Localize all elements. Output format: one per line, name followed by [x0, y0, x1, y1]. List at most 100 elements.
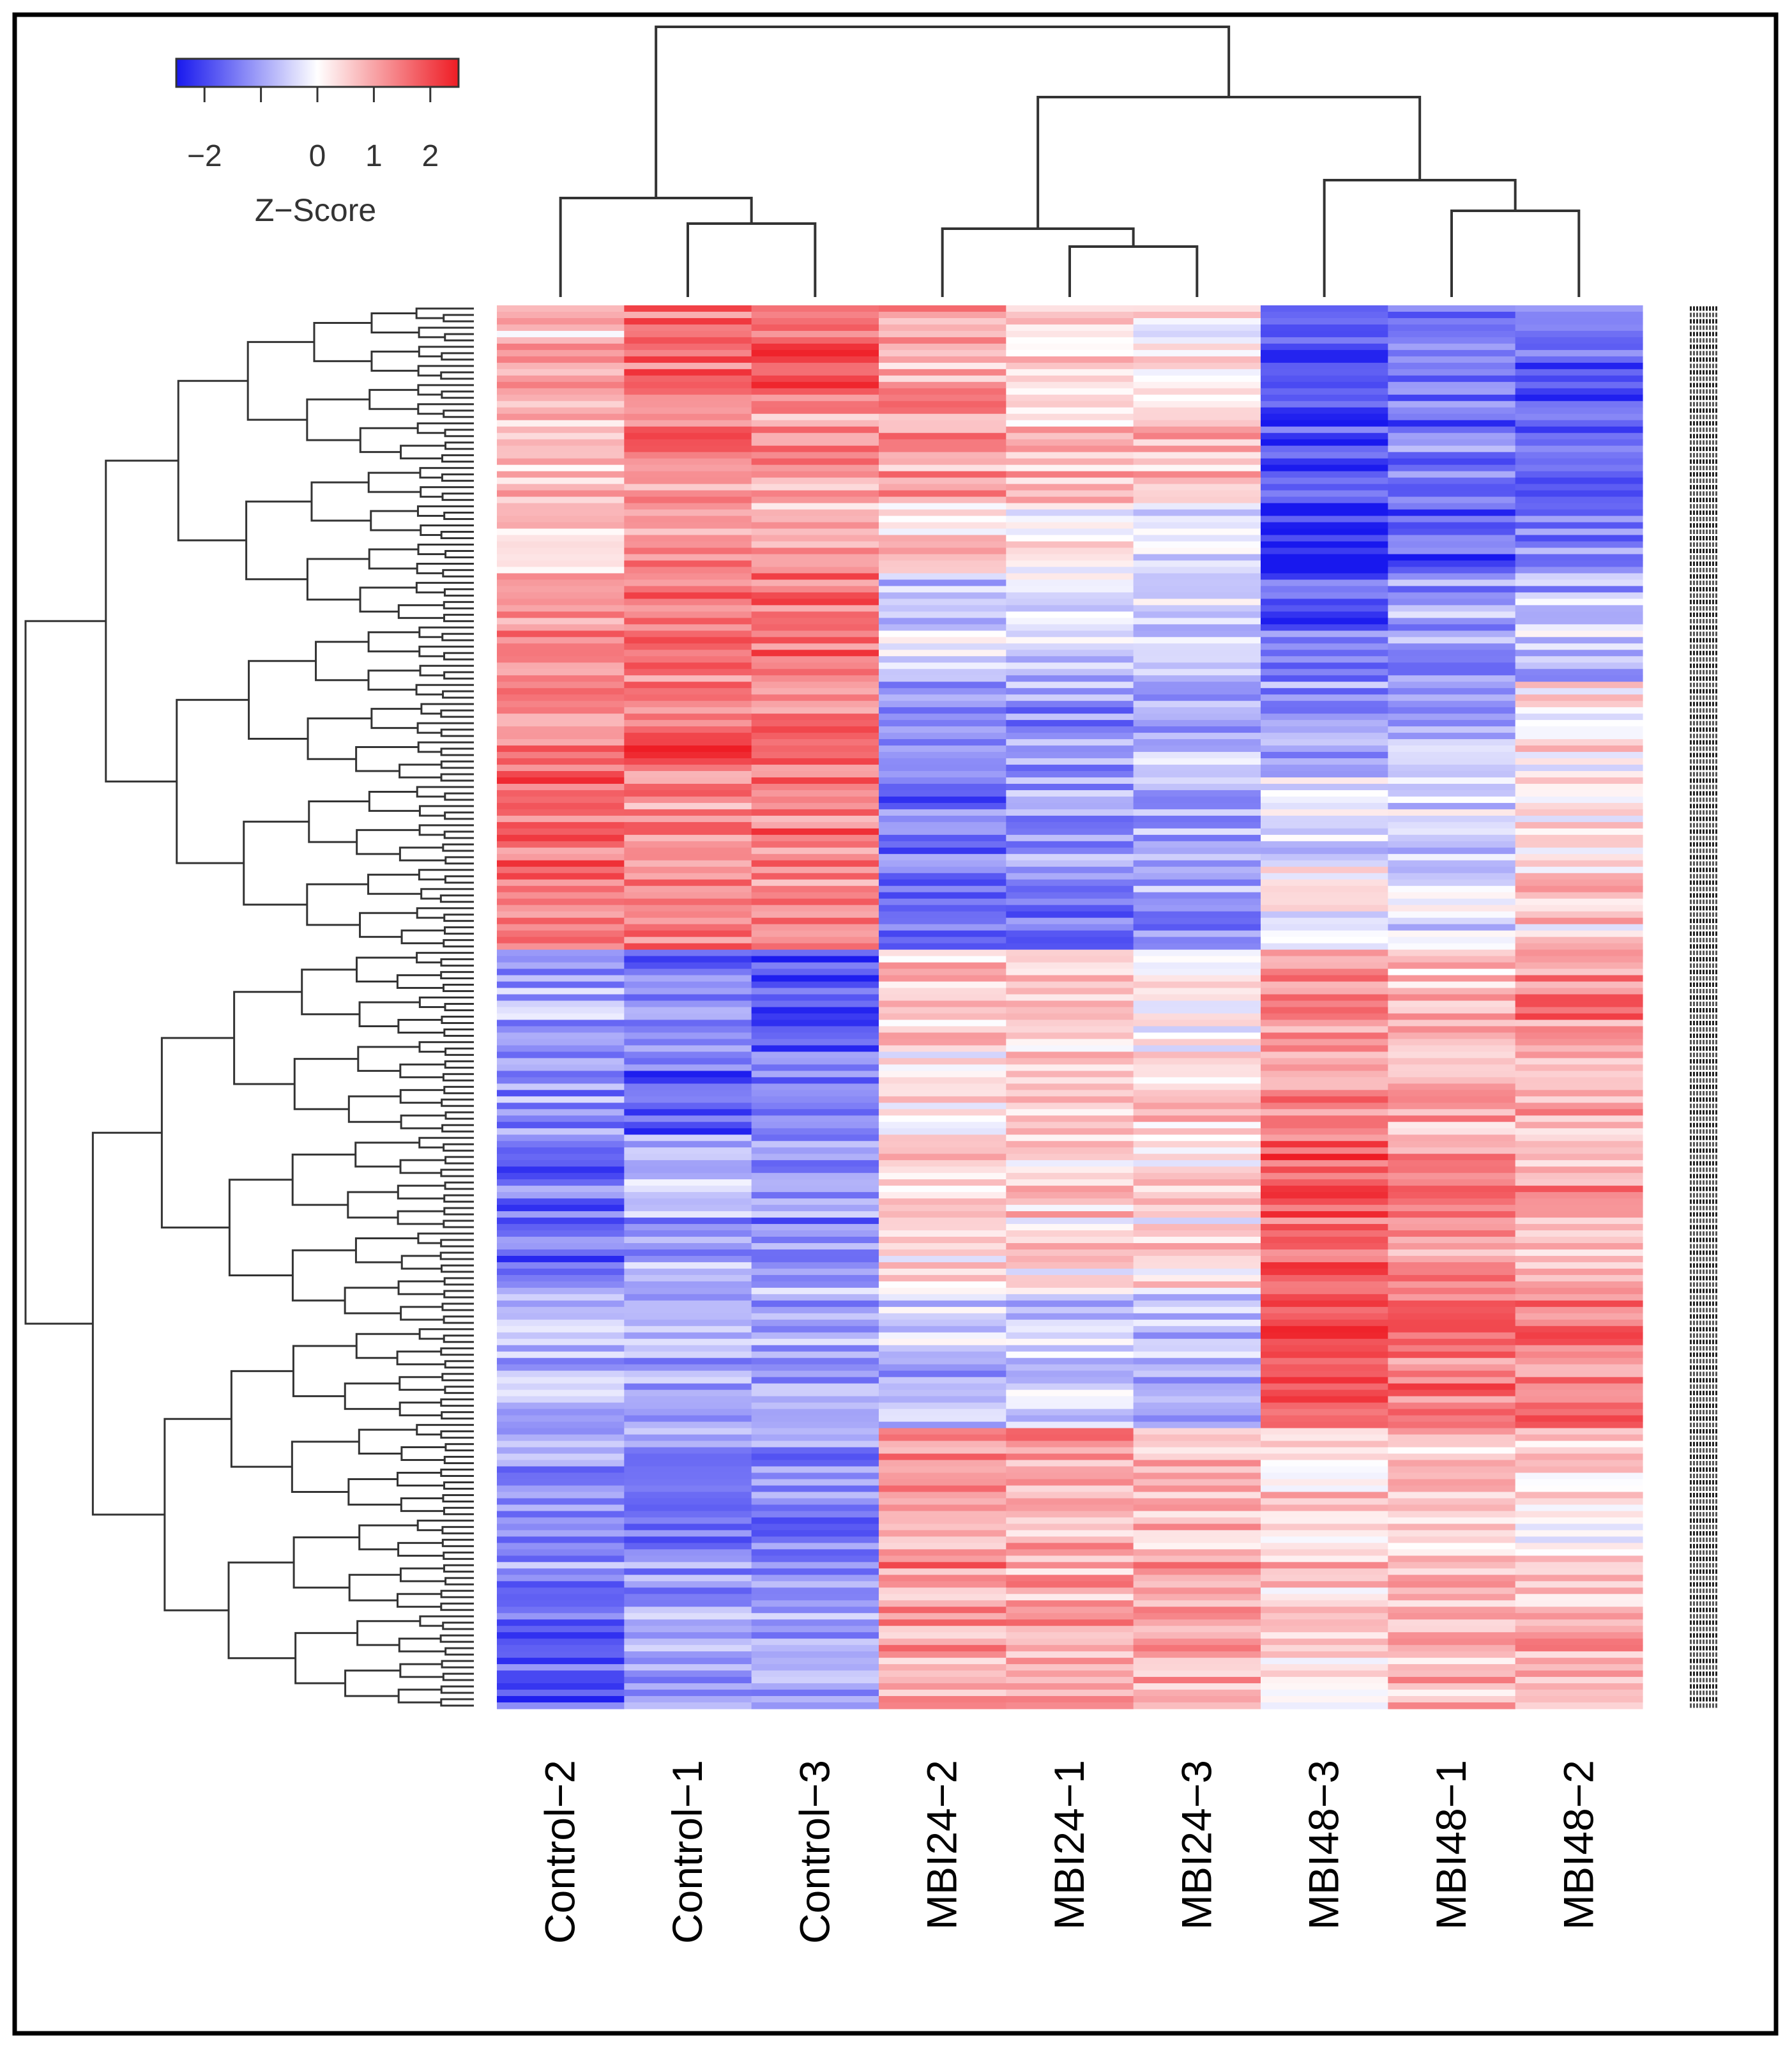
heatmap-cell	[1388, 528, 1516, 536]
heatmap-cell	[879, 1453, 1006, 1461]
heatmap-cell	[624, 688, 752, 695]
heatmap-cell	[497, 1306, 625, 1314]
heatmap-cell	[1006, 1090, 1134, 1097]
heatmap-cell	[497, 1109, 625, 1116]
heatmap-cell	[497, 381, 625, 389]
heatmap-cell	[1515, 815, 1643, 823]
heatmap-cell	[1133, 407, 1261, 415]
heatmap-cell	[1006, 1064, 1134, 1071]
heatmap-cell	[879, 471, 1006, 478]
heatmap-cell	[1261, 528, 1388, 536]
heatmap-cell	[1388, 1064, 1516, 1071]
heatmap-cell	[1261, 1639, 1388, 1646]
heatmap-cell	[1133, 885, 1261, 893]
heatmap-cell	[1133, 554, 1261, 562]
heatmap-cell	[1261, 1607, 1388, 1614]
heatmap-cell	[497, 1332, 625, 1340]
heatmap-cell	[1388, 752, 1516, 759]
heatmap-cell	[879, 1000, 1006, 1008]
heatmap-cell	[497, 662, 625, 669]
heatmap-cell	[1133, 1696, 1261, 1703]
heatmap-cell	[1388, 1594, 1516, 1601]
heatmap-cell	[751, 956, 879, 963]
heatmap-cell	[497, 783, 625, 791]
heatmap-cell	[1006, 796, 1134, 804]
heatmap-cell	[1006, 1211, 1134, 1218]
heatmap-cell	[1261, 796, 1388, 804]
heatmap-cell	[1261, 1587, 1388, 1594]
heatmap-cell	[1515, 1306, 1643, 1314]
heatmap-cell	[1388, 1218, 1516, 1225]
heatmap-cell	[1515, 898, 1643, 906]
heatmap-cell	[1515, 496, 1643, 504]
heatmap-cell	[1261, 873, 1388, 880]
heatmap-cell	[1133, 873, 1261, 880]
heatmap-cell	[1388, 1351, 1516, 1359]
heatmap-cell	[1388, 790, 1516, 797]
heatmap-cell	[1261, 1306, 1388, 1314]
heatmap-cell	[1388, 1147, 1516, 1154]
heatmap-cell	[1133, 1543, 1261, 1550]
heatmap-cell	[1261, 541, 1388, 549]
heatmap-cell	[497, 860, 625, 867]
heatmap-cell	[624, 1205, 752, 1212]
heatmap-cell	[1261, 917, 1388, 925]
heatmap-cell	[879, 1594, 1006, 1601]
heatmap-cell	[1133, 1600, 1261, 1607]
heatmap-cell	[497, 1645, 625, 1652]
heatmap-cell	[497, 879, 625, 887]
heatmap-cell	[1515, 471, 1643, 478]
heatmap-cell	[624, 1255, 752, 1263]
heatmap-cell	[879, 528, 1006, 536]
heatmap-cell	[1261, 1064, 1388, 1071]
heatmap-cell	[1006, 1020, 1134, 1027]
heatmap-cell	[497, 503, 625, 510]
heatmap-cell	[751, 324, 879, 332]
heatmap-cell	[751, 771, 879, 778]
heatmap-cell	[497, 477, 625, 485]
heatmap-cell	[1388, 1058, 1516, 1065]
heatmap-cell	[624, 917, 752, 925]
heatmap-cell	[879, 777, 1006, 784]
heatmap-cell	[1515, 1511, 1643, 1518]
heatmap-cell	[1388, 439, 1516, 447]
heatmap-cell	[497, 917, 625, 925]
heatmap-cell	[751, 452, 879, 459]
heatmap-cell	[879, 541, 1006, 549]
heatmap-cell	[1261, 343, 1388, 351]
heatmap-cell	[624, 879, 752, 887]
heatmap-cell	[1006, 898, 1134, 906]
heatmap-cell	[1388, 1039, 1516, 1046]
heatmap-cell	[751, 362, 879, 370]
heatmap-cell	[624, 1351, 752, 1359]
heatmap-cell	[497, 1536, 625, 1543]
heatmap-cell	[1261, 1032, 1388, 1040]
heatmap-cell	[1515, 388, 1643, 395]
heatmap-cell	[497, 1575, 625, 1582]
heatmap-cell	[497, 1460, 625, 1467]
heatmap-cell	[879, 490, 1006, 498]
heatmap-cell	[1388, 611, 1516, 618]
heatmap-cell	[751, 1434, 879, 1442]
heatmap-cell	[1133, 311, 1261, 319]
heatmap-cell	[1133, 1045, 1261, 1053]
heatmap-cell	[1388, 560, 1516, 568]
heatmap-cell	[1388, 1313, 1516, 1320]
heatmap-cell	[1388, 452, 1516, 459]
heatmap-cell	[497, 1020, 625, 1027]
heatmap-cell	[1388, 643, 1516, 650]
heatmap-cell	[1133, 853, 1261, 861]
heatmap-cell	[1261, 1224, 1388, 1231]
heatmap-cell	[1006, 643, 1134, 650]
heatmap-cell	[1133, 1186, 1261, 1193]
heatmap-cell	[1261, 1389, 1388, 1397]
heatmap-cell	[1515, 1415, 1643, 1423]
heatmap-cell	[1133, 1122, 1261, 1129]
heatmap-cell	[497, 401, 625, 408]
heatmap-cell	[1133, 1218, 1261, 1225]
heatmap-cell	[624, 311, 752, 319]
heatmap-cell	[1261, 1440, 1388, 1448]
heatmap-cell	[1515, 445, 1643, 453]
heatmap-cell	[1261, 911, 1388, 919]
heatmap-cell	[1388, 1026, 1516, 1034]
